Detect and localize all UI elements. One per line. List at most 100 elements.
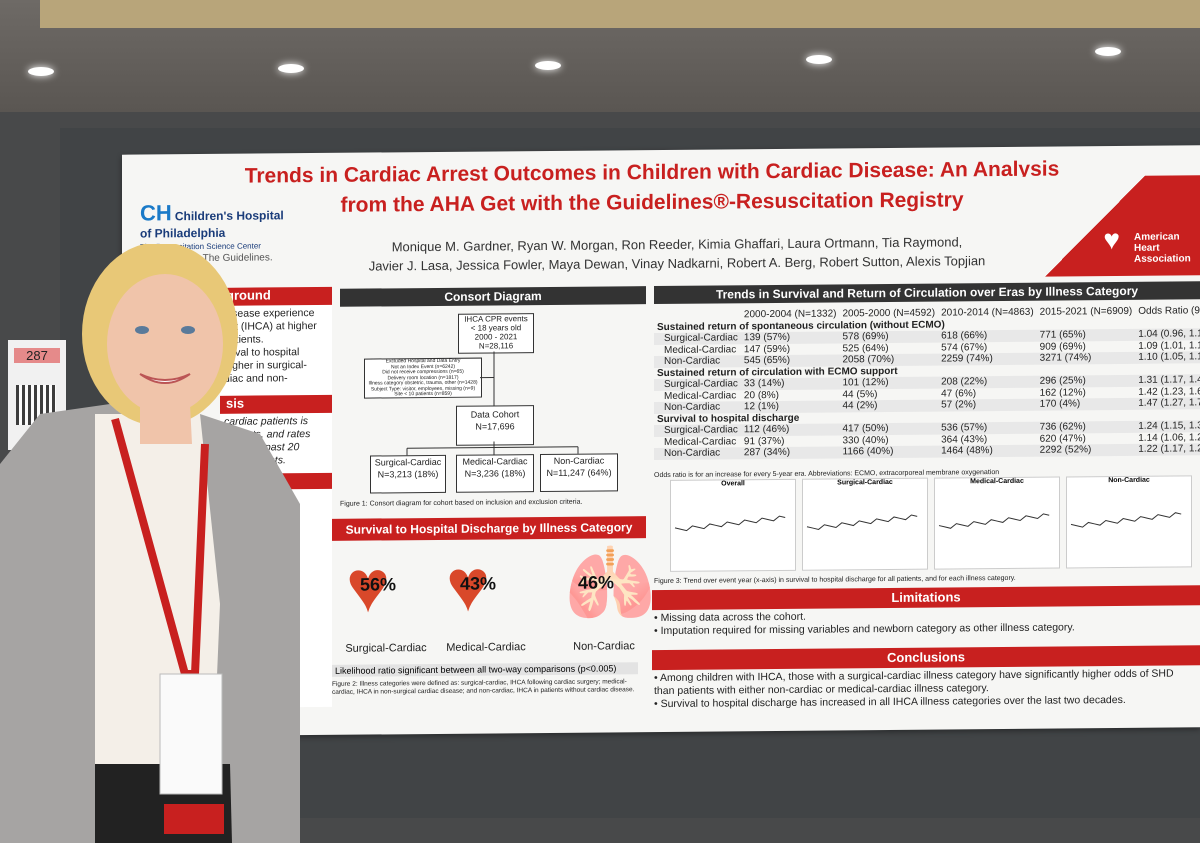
trend-panel: Overall: [670, 478, 796, 572]
table-cell: 545 (65%): [740, 354, 840, 367]
trend-line: [806, 514, 918, 530]
table-cell: 1464 (48%): [938, 444, 1037, 458]
consort-connectors: [406, 351, 579, 456]
table-cell: 1.47 (1.27, 1.70): [1135, 397, 1200, 410]
table-cell: 536 (57%): [938, 421, 1037, 435]
table-cell: 3271 (74%): [1036, 351, 1136, 365]
column-header: Odds Ratio (95% CI): [1138, 305, 1200, 318]
table-cell: 101 (12%): [839, 376, 939, 389]
ceiling-decor: [40, 0, 1200, 28]
survival-label: Medical-Cardiac: [446, 641, 526, 654]
table-cell: Medical-Cardiac: [664, 390, 737, 402]
table-cell: Surgical-Cardiac: [654, 424, 741, 437]
trends-table: 2000-2004 (N=1332) 2005-2000 (N=4592) 2010…: [654, 305, 1200, 460]
ceiling-light: [1095, 47, 1121, 56]
table-cell: 1166 (40%): [839, 445, 939, 458]
ceiling-light: [28, 67, 54, 76]
column-header: [654, 309, 741, 321]
table-cell: 618 (66%): [938, 329, 1037, 343]
likelihood-note: Likelihood ratio significant between all…: [332, 662, 638, 677]
table-cell: 1.14 (1.06, 1.23): [1138, 431, 1200, 444]
survival-header: Survival to Hospital Discharge by Illnes…: [332, 516, 646, 541]
survival-item: ♥ 56% Surgical-Cardiac: [336, 544, 432, 659]
column-header: 2015-2021 (N=6909): [1039, 306, 1133, 318]
table-cell: 771 (65%): [1036, 328, 1136, 342]
survival-percent: 46%: [578, 572, 615, 593]
table-cell: 170 (4%): [1036, 397, 1136, 411]
trends-header: Trends in Survival and Return of Circula…: [654, 281, 1200, 305]
trend-line: [674, 515, 786, 532]
presenter-person: [0, 244, 300, 843]
ceiling: [0, 0, 1200, 112]
table-cell: Surgical-Cardiac: [654, 378, 741, 391]
table-cell: 287 (34%): [740, 446, 840, 459]
trend-panels: Overall Surgical-Cardiac Medical-Cardiac No…: [122, 145, 1200, 572]
table-cell: Surgical-Cardiac: [654, 332, 741, 345]
table-cell: 525 (64%): [842, 342, 889, 355]
table-cell: Non-Cardiac: [654, 447, 741, 460]
table-cell: 1.24 (1.15, 1.35): [1135, 420, 1200, 433]
table-cell: 2058 (70%): [839, 353, 939, 366]
ceiling-light: [535, 61, 561, 70]
table-cell: 20 (8%): [743, 389, 779, 402]
table-cell: 47 (6%): [941, 388, 977, 400]
table-cell: 1.09 (1.01, 1.18): [1138, 339, 1200, 352]
table-cell: 208 (22%): [938, 375, 1037, 389]
table-cell: 296 (25%): [1036, 374, 1136, 388]
table-cell: 12 (1%): [740, 400, 840, 413]
table-cell: Non-Cardiac: [654, 401, 741, 414]
survival-label: Surgical-Cardiac: [345, 642, 427, 655]
trends-caption: Figure 3: Trend over event year (x-axis)…: [654, 574, 1016, 586]
survival-label: Non-Cardiac: [573, 640, 635, 653]
table-cell: 620 (47%): [1039, 433, 1086, 445]
survival-item: ♥ 43% Medical-Cardiac: [436, 543, 532, 658]
table-cell: 2292 (52%): [1036, 443, 1136, 457]
table-cell: 578 (69%): [839, 330, 939, 343]
trend-panel: Surgical-Cardiac: [802, 477, 928, 571]
table-cell: 1.42 (1.23, 1.63): [1138, 385, 1200, 398]
table-cell: 147 (59%): [743, 343, 791, 356]
column-header: 2005-2000 (N=4592): [842, 307, 936, 320]
column-header: 2000-2004 (N=1332): [743, 308, 837, 321]
table-cell: 44 (5%): [842, 388, 878, 401]
table-cell: 1.04 (0.96, 1.13): [1135, 328, 1200, 341]
table-cell: 57 (2%): [938, 398, 1037, 412]
aha-name: American Heart Association: [1134, 231, 1191, 265]
table-cell: 909 (69%): [1039, 341, 1086, 353]
survival-item: 🫁 46% Non-Cardiac: [554, 542, 656, 657]
table-cell: 1.31 (1.17, 1.46): [1135, 374, 1200, 387]
trend-line: [1070, 512, 1182, 528]
survival-caption: Figure 2: Illness categories were define…: [332, 678, 635, 696]
trend-panel: Medical-Cardiac: [934, 476, 1060, 570]
table-cell: 330 (40%): [842, 434, 889, 447]
poster: CH Children's Hospital of Philadelphia T…: [122, 145, 1200, 737]
table-cell: 364 (43%): [941, 433, 988, 446]
survival-percent: 43%: [460, 573, 497, 594]
table-cell: 574 (67%): [941, 341, 988, 354]
poster-number-card: 287: [8, 340, 66, 450]
aha-heart-icon: ♥: [1103, 223, 1120, 256]
table-cell: 2259 (74%): [938, 352, 1037, 366]
table-cell: 736 (62%): [1036, 420, 1136, 434]
poster-number: 287: [14, 348, 60, 363]
conclusions-list: • Among children with IHCA, those with a…: [654, 667, 1194, 711]
survival-percent: 56%: [360, 574, 397, 595]
limitations-header: Limitations: [652, 585, 1200, 611]
table-cell: 1.10 (1.05, 1.15): [1135, 351, 1200, 364]
ceiling-light: [806, 55, 832, 64]
table-cell: 33 (14%): [740, 377, 840, 390]
table-cell: 417 (50%): [839, 422, 939, 435]
table-cell: Medical-Cardiac: [664, 344, 737, 356]
table-cell: 44 (2%): [839, 399, 939, 412]
table-cell: 162 (12%): [1039, 387, 1086, 399]
conclusions-header: Conclusions: [652, 645, 1200, 671]
column-header: 2010-2014 (N=4863): [941, 306, 1034, 319]
table-cell: Medical-Cardiac: [664, 436, 737, 448]
limitations-list: • Missing data across the cohort. • Imput…: [654, 607, 1194, 638]
trend-line: [938, 513, 1050, 529]
table-cell: Non-Cardiac: [654, 355, 741, 368]
table-cell: 139 (57%): [740, 331, 840, 344]
table-cell: 91 (37%): [743, 435, 785, 448]
table-cell: 112 (46%): [740, 423, 840, 436]
ceiling-light: [278, 64, 304, 73]
